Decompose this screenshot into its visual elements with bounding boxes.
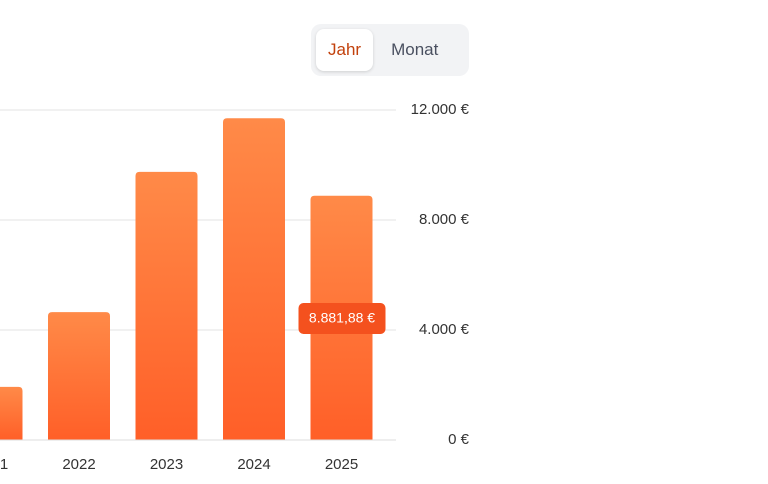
x-tick-label: 2025 — [325, 456, 358, 473]
period-toggle: Jahr Monat — [311, 24, 469, 76]
value-label-bg — [298, 303, 386, 334]
bar — [48, 312, 110, 440]
x-tick-label: 2024 — [237, 456, 270, 473]
y-tick-label: 4.000 € — [419, 321, 470, 338]
bar — [0, 386, 23, 440]
bar — [223, 118, 285, 440]
toggle-option[interactable]: Monat — [379, 29, 450, 71]
toggle-option[interactable]: Jahr — [316, 29, 374, 71]
bar — [135, 171, 198, 440]
x-tick-label: 2021 — [0, 456, 8, 473]
x-tick-label: 2022 — [62, 456, 95, 473]
y-tick-label: 0 € — [448, 431, 470, 448]
y-tick-label: 8.000 € — [419, 211, 470, 228]
x-tick-label: 2023 — [150, 456, 183, 473]
y-tick-label: 12.000 € — [411, 101, 470, 118]
value-label: 8.881,88 € — [309, 310, 375, 326]
